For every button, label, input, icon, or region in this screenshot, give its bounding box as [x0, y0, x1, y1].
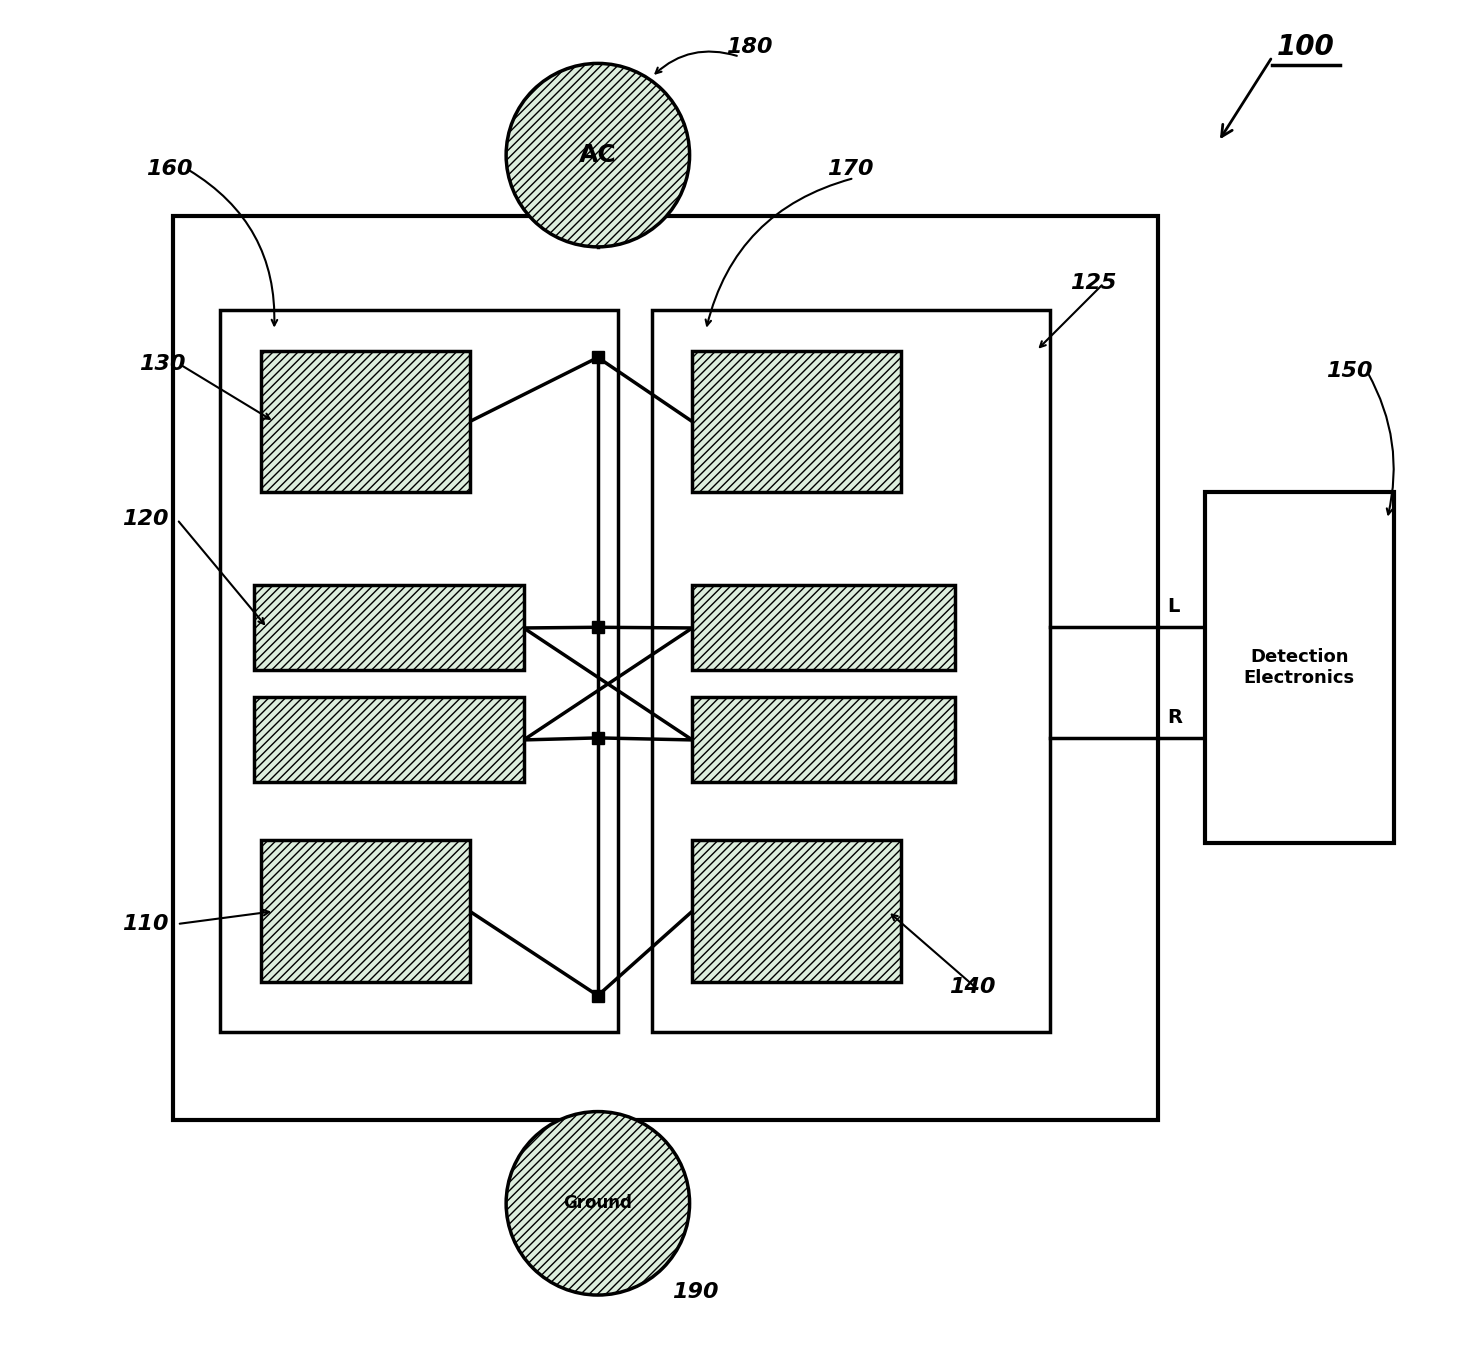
Bar	[220, 310, 618, 1032]
Text: 160: 160	[146, 159, 192, 178]
Text: 140: 140	[948, 978, 995, 997]
Bar	[692, 585, 955, 670]
Bar	[254, 697, 524, 782]
Circle shape	[506, 63, 689, 247]
Text: 100: 100	[1278, 34, 1336, 61]
Circle shape	[506, 1112, 689, 1295]
Text: L: L	[1167, 598, 1180, 616]
Text: 190: 190	[671, 1283, 719, 1302]
Text: 110: 110	[121, 915, 169, 934]
Text: 150: 150	[1327, 362, 1373, 380]
Text: R: R	[1167, 708, 1182, 727]
Bar	[260, 351, 470, 492]
Text: AC: AC	[578, 143, 617, 167]
Text: 120: 120	[121, 510, 169, 529]
Text: 170: 170	[827, 159, 874, 178]
Bar	[1205, 492, 1393, 843]
Text: Detection
Electronics: Detection Electronics	[1244, 649, 1355, 687]
Bar	[173, 216, 1158, 1120]
Bar	[254, 585, 524, 670]
Text: Ground: Ground	[563, 1194, 633, 1213]
Text: 180: 180	[726, 38, 772, 57]
Bar	[692, 351, 901, 492]
Bar	[692, 697, 955, 782]
Bar	[652, 310, 1050, 1032]
Bar	[692, 840, 901, 982]
Text: 130: 130	[139, 355, 186, 374]
Text: 125: 125	[1069, 274, 1117, 293]
Bar	[260, 840, 470, 982]
